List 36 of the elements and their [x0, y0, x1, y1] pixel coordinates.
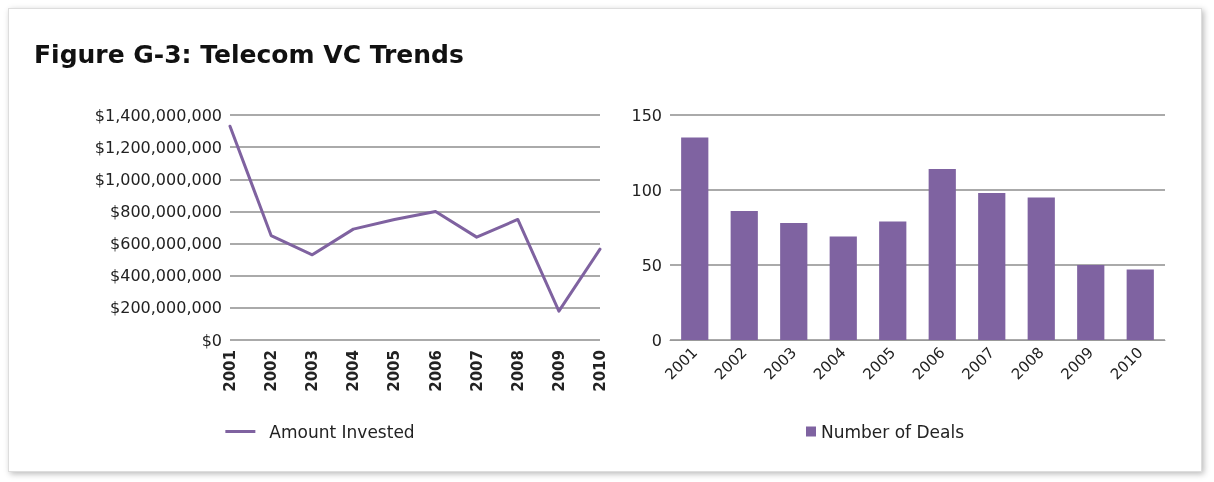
- y-tick-label: $800,000,000: [110, 201, 222, 221]
- x-tick-label: 2009: [549, 350, 568, 392]
- line-series: [228, 124, 602, 313]
- legend-label: Amount Invested: [269, 421, 415, 442]
- bar: [1126, 269, 1154, 340]
- bar: [730, 211, 758, 340]
- y-tick-label: $1,400,000,000: [94, 105, 222, 125]
- x-tick-label: 2006: [426, 350, 445, 392]
- x-tick-label: 2007: [467, 350, 486, 392]
- y-tick-label: 100: [631, 180, 662, 200]
- bar: [829, 236, 857, 340]
- y-tick-label: $1,000,000,000: [94, 169, 222, 189]
- legend-label: Number of Deals: [820, 421, 965, 442]
- y-tick-label: 0: [651, 330, 662, 350]
- x-tick-label: 2005: [385, 350, 404, 392]
- y-tick-label: $0: [201, 330, 222, 350]
- x-tick-label: 2008: [508, 350, 527, 392]
- y-tick-label: $200,000,000: [110, 298, 222, 318]
- y-tick-label: 50: [641, 255, 662, 275]
- bar: [978, 193, 1006, 340]
- x-tick-label: 2002: [262, 350, 281, 392]
- y-tick-label: $400,000,000: [110, 266, 222, 286]
- bar: [879, 221, 907, 340]
- y-tick-label: 150: [631, 105, 662, 125]
- bar: [1077, 265, 1105, 340]
- x-tick-label: 2001: [221, 350, 239, 392]
- bar: [681, 137, 709, 340]
- bar: [780, 223, 808, 340]
- x-tick-label: 2010: [591, 350, 609, 392]
- y-tick-label: $600,000,000: [110, 234, 222, 254]
- x-tick-label: 2003: [303, 350, 322, 392]
- chart-title: Figure G-3: Telecom VC Trends: [34, 40, 464, 69]
- y-tick-label: $1,200,000,000: [94, 137, 222, 157]
- x-tick-label: 2004: [344, 350, 363, 392]
- bar: [928, 169, 956, 340]
- bar: [1027, 197, 1055, 340]
